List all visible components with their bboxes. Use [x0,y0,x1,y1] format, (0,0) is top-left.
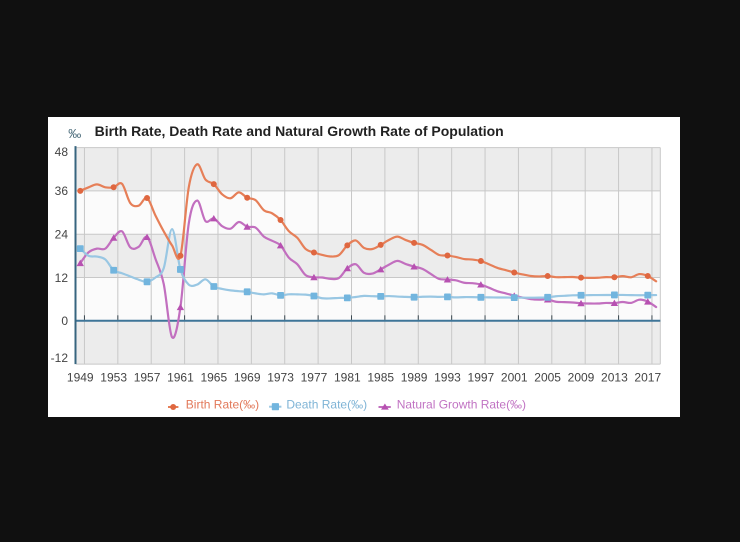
svg-text:-12: -12 [51,351,69,365]
svg-text:Death Rate(‰): Death Rate(‰) [286,398,367,412]
svg-text:1989: 1989 [401,371,428,385]
svg-text:1977: 1977 [301,371,328,385]
svg-text:0: 0 [61,314,68,328]
svg-text:1953: 1953 [100,371,127,385]
svg-text:Birth Rate, Death Rate and Nat: Birth Rate, Death Rate and Natural Growt… [95,123,504,139]
svg-text:1993: 1993 [434,371,461,385]
svg-text:1985: 1985 [367,371,394,385]
svg-text:Natural Growth Rate(‰): Natural Growth Rate(‰) [397,398,526,412]
svg-text:36: 36 [55,184,69,198]
svg-text:1957: 1957 [134,371,161,385]
svg-text:1969: 1969 [234,371,261,385]
svg-text:‰: ‰ [68,126,81,141]
svg-text:48: 48 [55,145,69,159]
svg-text:Birth Rate(‰): Birth Rate(‰) [186,398,259,412]
svg-text:2017: 2017 [634,371,661,385]
svg-text:12: 12 [55,271,69,285]
svg-text:1973: 1973 [267,371,294,385]
svg-text:2009: 2009 [568,371,595,385]
svg-text:1961: 1961 [167,371,194,385]
svg-text:2005: 2005 [534,371,561,385]
svg-text:1981: 1981 [334,371,361,385]
svg-text:1965: 1965 [200,371,227,385]
svg-text:1949: 1949 [67,371,94,385]
svg-text:2013: 2013 [601,371,628,385]
svg-text:24: 24 [55,228,69,242]
svg-text:2001: 2001 [501,371,528,385]
svg-text:1997: 1997 [468,371,495,385]
